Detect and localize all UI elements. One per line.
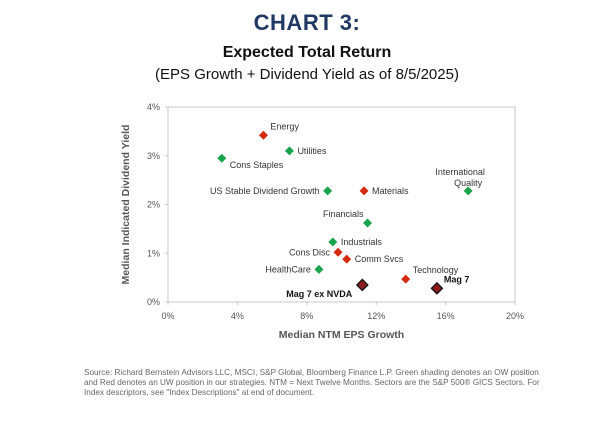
point-label-energy: Energy <box>270 121 299 131</box>
point-label-technology: Technology <box>413 265 459 275</box>
scatter-plot: 0% 4% 8% 12% 16% 20% 0% 1% 2% 3% 4% Energy Utilitie… <box>120 102 524 341</box>
point-label-mag-7-ex-nvda: Mag 7 ex NVDA <box>286 289 353 299</box>
point-utilities <box>284 146 294 156</box>
chart-subtitle: (EPS Growth + Dividend Yield as of 8/5/2… <box>155 66 459 83</box>
point-financials <box>363 218 373 228</box>
source-note: Source: Richard Bernstein Advisors LLC, … <box>84 368 540 397</box>
point-label-international-quality: International Quality <box>435 167 485 188</box>
point-cons-staples <box>217 153 227 163</box>
point-label-mag-7: Mag 7 <box>444 274 470 284</box>
y-axis-title: Median Indicated Dividend Yield <box>120 125 132 285</box>
chart-title: Expected Total Return <box>222 44 392 61</box>
x-axis-title: Median NTM EPS Growth <box>279 329 404 341</box>
x-tick-label: 16% <box>437 311 455 321</box>
point-cons-disc <box>333 247 343 257</box>
point-label-industrials: Industrials <box>341 237 383 247</box>
y-tick-label: 4% <box>147 102 160 112</box>
point-label-materials: Materials <box>372 186 409 196</box>
plot-area <box>167 106 516 303</box>
point-healthcare <box>314 264 324 274</box>
y-tick-label: 1% <box>147 248 160 258</box>
x-tick-label: 0% <box>161 311 174 321</box>
point-label-cons-staples: Cons Staples <box>230 160 284 170</box>
y-tick-label: 0% <box>147 297 160 307</box>
point-materials <box>359 186 369 196</box>
chart-label: CHART 3: <box>253 10 361 35</box>
point-technology <box>401 274 411 284</box>
point-label-comm-svcs: Comm Svcs <box>355 254 404 264</box>
point-label-financials: Financials <box>323 209 364 219</box>
point-label-us-stable-dividend-growth: US Stable Dividend Growth <box>210 186 320 196</box>
point-mag-7 <box>430 281 444 295</box>
point-mag-7-ex-nvda <box>355 278 369 292</box>
point-label-healthcare: HealthCare <box>265 264 311 274</box>
x-tick-label: 20% <box>506 311 524 321</box>
y-tick-label: 3% <box>147 151 160 161</box>
y-tick-label: 2% <box>147 200 160 210</box>
point-label-utilities: Utilities <box>297 146 327 156</box>
point-label-cons-disc: Cons Disc <box>289 247 331 257</box>
x-tick-label: 8% <box>300 311 313 321</box>
point-energy <box>258 130 268 140</box>
point-comm-svcs <box>342 254 352 264</box>
x-tick-label: 12% <box>367 311 385 321</box>
point-industrials <box>328 237 338 247</box>
point-international-quality <box>463 186 473 196</box>
point-us-stable-dividend-growth <box>323 186 333 196</box>
x-tick-label: 4% <box>231 311 244 321</box>
